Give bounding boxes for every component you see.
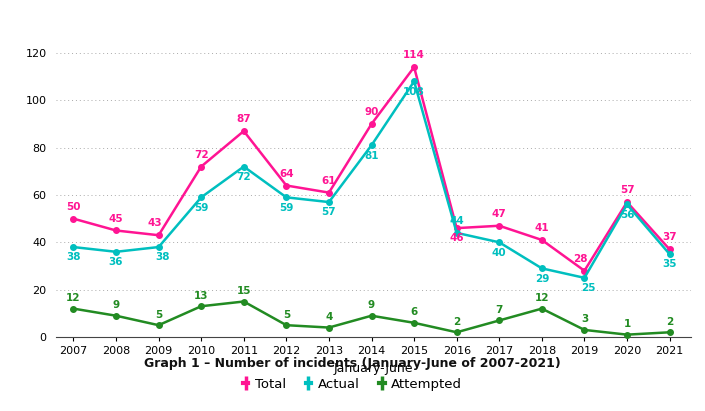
Text: 25: 25 <box>582 283 596 293</box>
Text: 35: 35 <box>663 259 677 270</box>
Text: 90: 90 <box>364 107 379 117</box>
Text: 44: 44 <box>449 216 464 226</box>
Text: 72: 72 <box>236 172 251 182</box>
Text: 56: 56 <box>620 210 635 220</box>
Text: 13: 13 <box>194 291 209 301</box>
Text: 37: 37 <box>662 233 677 242</box>
Text: 2: 2 <box>666 317 673 327</box>
Text: 57: 57 <box>620 185 635 195</box>
Text: 38: 38 <box>66 252 80 262</box>
Text: 5: 5 <box>155 309 162 320</box>
Text: 59: 59 <box>194 203 209 212</box>
Text: 50: 50 <box>66 202 80 212</box>
Text: 12: 12 <box>534 293 549 303</box>
Text: 47: 47 <box>492 209 507 219</box>
Text: 2: 2 <box>453 317 460 327</box>
Text: 9: 9 <box>113 300 120 310</box>
Text: 81: 81 <box>364 150 379 161</box>
Text: 61: 61 <box>321 175 336 186</box>
Text: 38: 38 <box>156 252 170 262</box>
Text: 40: 40 <box>492 247 507 258</box>
Text: 108: 108 <box>403 87 425 97</box>
Text: Graph 1 – Number of incidents (January-June of 2007-2021): Graph 1 – Number of incidents (January-J… <box>144 357 561 370</box>
Text: 59: 59 <box>279 203 293 212</box>
Text: 46: 46 <box>449 233 464 243</box>
Text: 72: 72 <box>194 150 209 159</box>
Text: 64: 64 <box>279 169 294 178</box>
Text: 45: 45 <box>109 214 123 224</box>
X-axis label: January-June: January-June <box>334 362 413 374</box>
Text: 4: 4 <box>325 312 333 322</box>
Text: 28: 28 <box>573 254 587 264</box>
Text: 7: 7 <box>496 305 503 315</box>
Text: 6: 6 <box>410 307 418 317</box>
Text: 43: 43 <box>147 218 161 228</box>
Text: 9: 9 <box>368 300 375 310</box>
Text: 36: 36 <box>109 257 123 267</box>
Text: 1: 1 <box>623 319 631 329</box>
Text: 15: 15 <box>236 286 251 296</box>
Text: 114: 114 <box>403 50 425 60</box>
Text: 57: 57 <box>321 208 336 217</box>
Text: 12: 12 <box>66 293 80 303</box>
Legend: Total, Actual, Attempted: Total, Actual, Attempted <box>238 372 467 396</box>
Text: 29: 29 <box>534 274 549 284</box>
Text: 87: 87 <box>236 114 251 124</box>
Text: 5: 5 <box>283 309 290 320</box>
Text: 3: 3 <box>581 314 588 324</box>
Text: 41: 41 <box>534 223 549 233</box>
